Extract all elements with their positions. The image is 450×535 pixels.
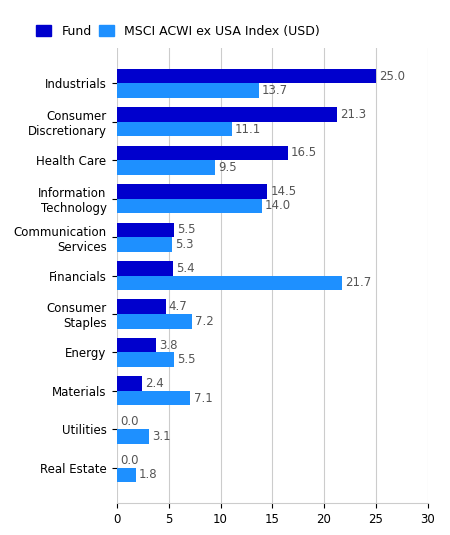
Bar	[117, 237, 172, 251]
Text: 16.5: 16.5	[291, 147, 317, 159]
Legend: Fund, MSCI ACWI ex USA Index (USD): Fund, MSCI ACWI ex USA Index (USD)	[36, 25, 320, 38]
Bar	[117, 184, 267, 198]
Text: 0.0: 0.0	[120, 415, 139, 429]
Text: 1.8: 1.8	[139, 469, 158, 482]
Bar	[117, 83, 259, 98]
Text: 7.2: 7.2	[194, 315, 213, 328]
Text: 3.8: 3.8	[159, 339, 178, 351]
Text: 14.0: 14.0	[265, 200, 291, 212]
Bar	[117, 107, 338, 122]
Text: 5.5: 5.5	[177, 353, 196, 366]
Bar	[117, 338, 156, 353]
Text: 14.5: 14.5	[270, 185, 296, 198]
Bar	[117, 314, 192, 328]
Text: 13.7: 13.7	[262, 84, 288, 97]
Bar	[117, 376, 142, 391]
Text: 7.1: 7.1	[194, 392, 212, 404]
Bar	[117, 69, 376, 83]
Text: 5.4: 5.4	[176, 262, 194, 275]
Bar	[117, 429, 149, 444]
Text: 3.1: 3.1	[152, 430, 171, 443]
Text: 0.0: 0.0	[120, 454, 139, 467]
Bar	[117, 160, 215, 175]
Text: 21.3: 21.3	[341, 108, 367, 121]
Text: 25.0: 25.0	[379, 70, 405, 82]
Bar	[117, 198, 262, 213]
Bar	[117, 468, 135, 482]
Text: 4.7: 4.7	[169, 300, 188, 313]
Text: 11.1: 11.1	[235, 123, 261, 136]
Text: 5.3: 5.3	[175, 238, 194, 251]
Text: 21.7: 21.7	[345, 276, 371, 289]
Bar	[117, 353, 174, 367]
Text: 2.4: 2.4	[145, 377, 164, 390]
Bar	[117, 276, 342, 290]
Bar	[117, 122, 232, 136]
Text: 5.5: 5.5	[177, 223, 196, 236]
Text: 9.5: 9.5	[218, 161, 237, 174]
Bar	[117, 261, 173, 276]
Bar	[117, 223, 174, 237]
Bar	[117, 146, 288, 160]
Bar	[117, 391, 190, 406]
Bar	[117, 300, 166, 314]
